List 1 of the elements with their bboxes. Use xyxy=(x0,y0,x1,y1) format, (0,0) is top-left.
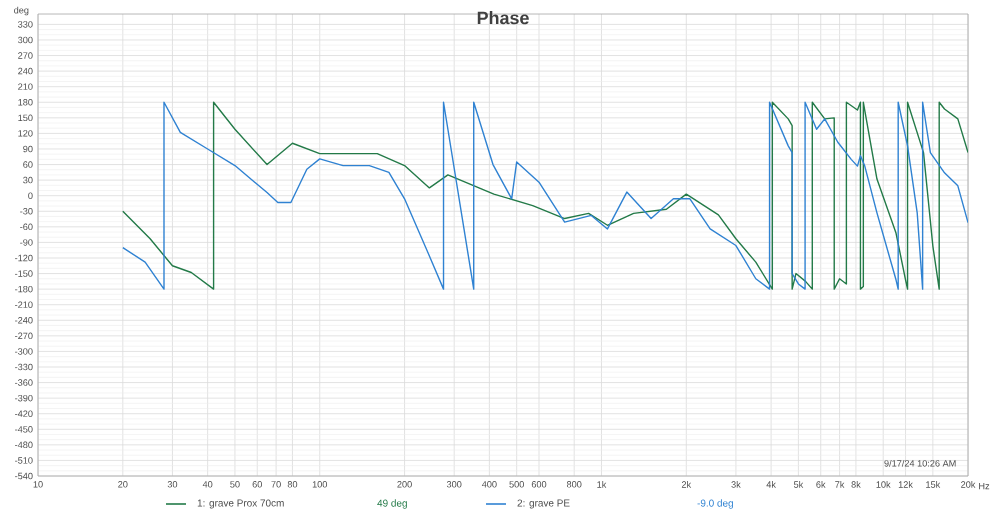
chart-title: Phase xyxy=(477,11,529,25)
